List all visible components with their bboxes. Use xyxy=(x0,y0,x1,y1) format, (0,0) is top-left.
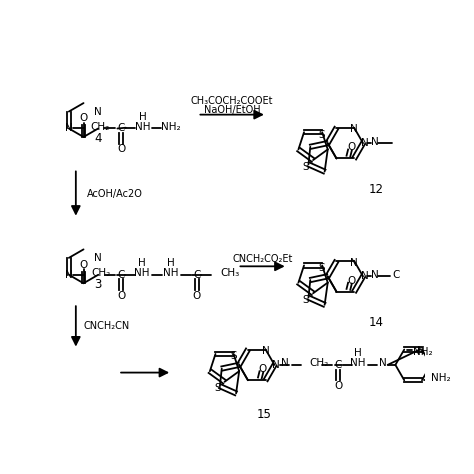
Text: CH₂: CH₂ xyxy=(91,122,109,132)
Text: C: C xyxy=(335,360,342,370)
Text: O: O xyxy=(334,381,343,391)
Text: H: H xyxy=(354,348,362,358)
Text: 3: 3 xyxy=(94,278,102,292)
Text: N: N xyxy=(94,253,102,263)
Text: CH₂: CH₂ xyxy=(309,358,328,368)
Text: S: S xyxy=(230,351,237,361)
Text: CH₃: CH₃ xyxy=(220,268,240,278)
Text: NH₂: NH₂ xyxy=(431,373,451,383)
Text: C: C xyxy=(392,270,400,280)
Text: CNCH₂CO₂Et: CNCH₂CO₂Et xyxy=(232,254,293,264)
Text: S: S xyxy=(214,383,221,393)
Text: S: S xyxy=(319,263,326,273)
Text: N: N xyxy=(361,138,368,148)
Text: C: C xyxy=(118,124,125,134)
Text: N: N xyxy=(65,124,73,134)
Text: S: S xyxy=(303,162,310,172)
Text: N: N xyxy=(281,358,288,368)
Text: C: C xyxy=(193,270,201,280)
Text: O: O xyxy=(117,291,125,301)
Text: S: S xyxy=(303,295,310,305)
Text: CNCH₂CN: CNCH₂CN xyxy=(83,321,130,331)
Text: H: H xyxy=(167,258,174,268)
Text: NaOH/EtOH: NaOH/EtOH xyxy=(204,105,260,115)
Text: O: O xyxy=(192,291,201,301)
Text: O: O xyxy=(347,142,356,152)
Text: N: N xyxy=(350,124,358,134)
Text: S: S xyxy=(319,129,326,139)
Text: N: N xyxy=(379,358,387,368)
Text: N: N xyxy=(272,360,280,370)
Text: O: O xyxy=(347,276,356,286)
Text: 14: 14 xyxy=(369,316,383,329)
Text: N: N xyxy=(371,270,378,280)
Text: N: N xyxy=(361,271,368,282)
Text: NH: NH xyxy=(350,358,365,368)
Text: O: O xyxy=(117,144,125,154)
Text: N: N xyxy=(350,257,358,267)
Text: NH: NH xyxy=(135,122,151,132)
Text: O: O xyxy=(80,260,88,270)
Text: H: H xyxy=(139,112,146,122)
Text: NH: NH xyxy=(134,268,150,278)
Text: 15: 15 xyxy=(257,409,272,421)
Text: AcOH/Ac2O: AcOH/Ac2O xyxy=(87,189,143,199)
Text: N: N xyxy=(417,346,424,356)
Text: 4: 4 xyxy=(94,132,102,145)
Text: CH₂: CH₂ xyxy=(91,268,110,278)
Text: O: O xyxy=(80,113,88,124)
Text: CH₃COCH₂COOEt: CH₃COCH₂COOEt xyxy=(191,96,273,106)
Text: N: N xyxy=(371,137,378,146)
Text: N: N xyxy=(262,346,270,356)
Text: N: N xyxy=(94,107,102,117)
Text: NH₂: NH₂ xyxy=(413,347,433,357)
Text: NH₂: NH₂ xyxy=(162,122,181,132)
Text: C: C xyxy=(118,270,125,280)
Text: O: O xyxy=(259,365,267,374)
Text: H: H xyxy=(138,258,146,268)
Text: NH: NH xyxy=(163,268,178,278)
Text: N: N xyxy=(65,270,73,280)
Text: 12: 12 xyxy=(369,183,383,196)
